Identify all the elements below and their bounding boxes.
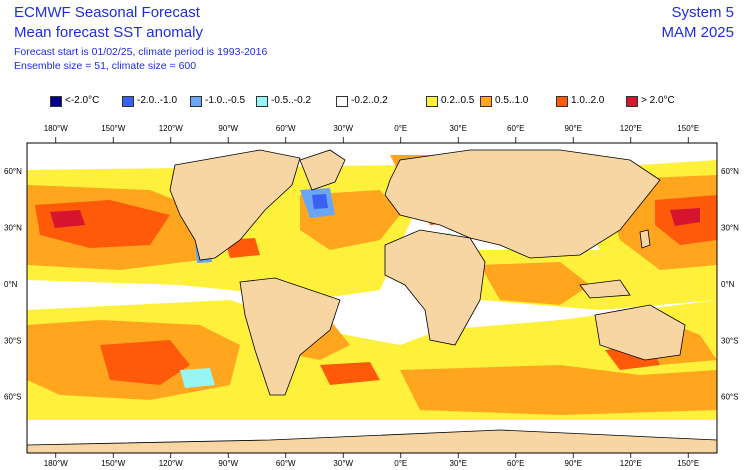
lat-tick-label: 60°S — [4, 393, 21, 402]
lat-tick-label: 60°N — [4, 167, 22, 176]
legend-label: -1.0..-0.5 — [205, 95, 246, 106]
legend-label: 0.2..0.5 — [441, 95, 475, 106]
lon-tick-label: 30°W — [333, 124, 353, 133]
lat-tick-label: 60°S — [721, 393, 738, 402]
lon-tick-label: 60°W — [276, 124, 296, 133]
lat-tick-label: 60°N — [721, 167, 739, 176]
lat-tick-label: 30°N — [721, 224, 739, 233]
legend-label: 1.0..2.0 — [571, 95, 605, 106]
lon-tick-label: 0°E — [394, 124, 407, 133]
lon-tick-label: 150°E — [677, 124, 699, 133]
legend-swatch — [556, 96, 568, 107]
lat-tick-label: 0°N — [4, 280, 18, 289]
legend-swatch — [626, 96, 638, 107]
lat-tick-label: 0°N — [721, 280, 735, 289]
lon-tick-label: 120°W — [159, 124, 184, 133]
lon-tick-label: 30°E — [450, 124, 467, 133]
lon-tick-label: 90°E — [565, 459, 582, 468]
title-line-1: ECMWF Seasonal Forecast — [14, 4, 200, 21]
lat-tick-label: 30°S — [721, 336, 738, 345]
legend-swatch — [336, 96, 348, 107]
legend-swatch — [122, 96, 134, 107]
lat-tick-label: 30°N — [4, 224, 22, 233]
legend-swatch — [480, 96, 492, 107]
legend-swatch — [426, 96, 438, 107]
lon-tick-label: 60°E — [507, 459, 524, 468]
lon-tick-label: 180°W — [44, 459, 69, 468]
axis-ticks: 180°W 180°W 150°W 150°W 120°W 120°W 90°W 90°W 60… — [4, 124, 739, 468]
lon-tick-label: 120°E — [620, 459, 642, 468]
legend-label: > 2.0°C — [641, 95, 675, 106]
lon-tick-label: 150°W — [101, 459, 126, 468]
lon-tick-label: 120°E — [620, 124, 642, 133]
anomaly-field — [27, 149, 717, 453]
legend-swatch — [190, 96, 202, 107]
legend-label: -0.2..0.2 — [351, 95, 388, 106]
land-masses — [27, 149, 717, 453]
lon-tick-label: 60°W — [276, 459, 296, 468]
lon-tick-label: 150°W — [101, 124, 126, 133]
lon-tick-label: 90°W — [218, 459, 238, 468]
lon-tick-label: 150°E — [677, 459, 699, 468]
title-line-2: Mean forecast SST anomaly — [14, 24, 203, 41]
lon-tick-label: 180°W — [44, 124, 69, 133]
system-label: System 5 — [671, 4, 734, 21]
lon-tick-label: 60°E — [507, 124, 524, 133]
lon-tick-label: 30°W — [333, 459, 353, 468]
ensemble-info: Ensemble size = 51, climate size = 600 — [14, 60, 197, 72]
legend-label: -2.0..-1.0 — [137, 95, 178, 106]
lat-tick-label: 30°S — [4, 336, 21, 345]
legend-label: <-2.0°C — [65, 95, 100, 106]
lon-tick-label: 30°E — [450, 459, 467, 468]
legend-label: 0.5..1.0 — [495, 95, 529, 106]
lon-tick-label: 120°W — [159, 459, 184, 468]
legend-swatch — [50, 96, 62, 107]
legend-swatch — [256, 96, 268, 107]
forecast-info: Forecast start is 01/02/25, climate peri… — [14, 46, 268, 58]
legend-label: -0.5..-0.2 — [271, 95, 312, 106]
lon-tick-label: 0°E — [394, 459, 407, 468]
map-frame — [26, 142, 718, 454]
season-label: MAM 2025 — [661, 24, 734, 41]
lon-tick-label: 90°E — [565, 124, 582, 133]
lon-tick-label: 90°W — [218, 124, 238, 133]
